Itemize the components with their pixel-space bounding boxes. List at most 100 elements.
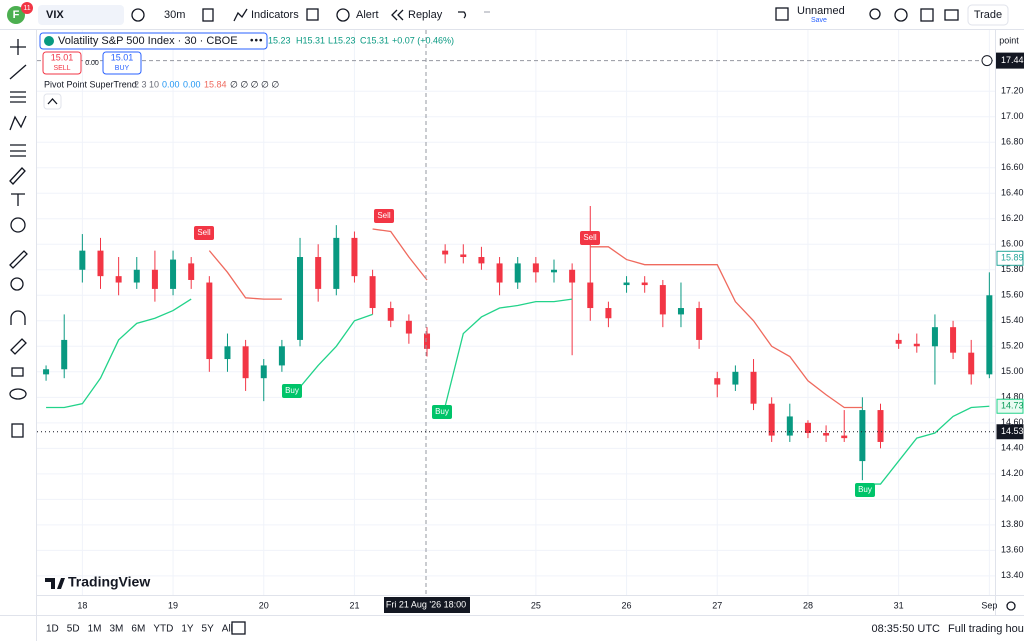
signal-badge: [432, 405, 452, 419]
clock: 08:35:50 UTC: [872, 623, 941, 635]
icon-tool[interactable]: [10, 217, 26, 233]
date-range-icon[interactable]: [231, 621, 246, 635]
layout-name[interactable]: Unnamed: [797, 5, 845, 17]
range-button[interactable]: All: [222, 624, 233, 635]
trade-button[interactable]: [967, 4, 1009, 26]
crosshair-price-box: [996, 52, 1024, 69]
candle-body: [750, 371, 757, 404]
x-tick-label: 26: [622, 600, 632, 610]
range-button[interactable]: 1M: [88, 624, 102, 635]
sell-button[interactable]: [42, 51, 82, 75]
replay-button[interactable]: Replay: [408, 9, 443, 21]
range-button[interactable]: 5D: [67, 624, 80, 635]
range-button[interactable]: 6M: [131, 624, 145, 635]
pattern-tool[interactable]: [9, 115, 27, 131]
settings-icon[interactable]: [894, 8, 908, 22]
x-tick-label: 25: [531, 600, 541, 610]
visibility-tool[interactable]: [9, 388, 27, 400]
crosshair-tool[interactable]: [10, 39, 26, 55]
buy-label: BUY: [115, 65, 130, 72]
forecast-tool[interactable]: [10, 144, 26, 157]
price-marker: [996, 398, 1024, 414]
measure-tool[interactable]: [9, 250, 28, 269]
candle-body: [986, 295, 993, 375]
undo-button[interactable]: [458, 11, 467, 19]
layout-checkbox[interactable]: [775, 7, 789, 21]
avatar-letter: F: [13, 9, 20, 21]
candle-body: [170, 259, 177, 289]
plot: 13.40 13.60 13.80 14.00 14.20 14.40 14.60 14.80…: [37, 30, 1024, 595]
y-tick-label: 14.00: [1001, 494, 1024, 504]
signal-label: Sell: [377, 211, 391, 220]
scale-mode[interactable]: point: [999, 35, 1019, 45]
snapshot-icon[interactable]: [944, 9, 959, 21]
candle-body: [732, 371, 739, 385]
symbol: VIX: [46, 9, 64, 21]
candle-body: [895, 339, 902, 344]
sell-price: 15.01: [51, 52, 74, 62]
range-button[interactable]: 1Y: [181, 624, 194, 635]
candle-body: [260, 365, 267, 379]
candle-body: [115, 276, 122, 283]
candle-body: [913, 343, 920, 347]
candle-body: [387, 308, 394, 321]
y-tick-label: 15.20: [1001, 341, 1024, 351]
range-button[interactable]: YTD: [153, 624, 173, 635]
session[interactable]: Full trading hours: [948, 623, 1024, 635]
add-symbol-icon[interactable]: [131, 8, 145, 22]
legend-low: L15.23: [328, 35, 356, 45]
symbol-search[interactable]: [38, 5, 124, 25]
y-tick-label: 14.40: [1001, 443, 1024, 453]
text-tool[interactable]: [11, 193, 25, 206]
crosshair-add: [981, 55, 993, 67]
x-tick-label: 27: [712, 600, 722, 610]
lock-tool[interactable]: [11, 367, 24, 377]
range-button[interactable]: 3M: [110, 624, 124, 635]
legend-more[interactable]: •••: [250, 36, 264, 47]
candle-body: [804, 422, 811, 434]
signal-label: Sell: [583, 233, 597, 242]
candle-body: [641, 282, 648, 286]
avatar[interactable]: [7, 6, 25, 24]
y-tick-label: 17.00: [1001, 111, 1024, 121]
chart-type-icon[interactable]: [202, 8, 214, 22]
magnet-tool[interactable]: [10, 310, 26, 325]
range-button[interactable]: 5Y: [202, 624, 215, 635]
candle-body: [659, 285, 666, 315]
layouts-icon[interactable]: [306, 8, 319, 21]
range-button[interactable]: 1D: [46, 624, 59, 635]
candle-body: [550, 269, 557, 273]
candle-body: [605, 308, 612, 319]
trend-line-tool[interactable]: [9, 64, 27, 80]
candle-body: [297, 257, 304, 340]
brush-tool[interactable]: [9, 167, 26, 185]
fib-tool[interactable]: [10, 91, 26, 103]
alert-button[interactable]: Alert: [356, 9, 379, 21]
zoom-tool[interactable]: [10, 277, 24, 291]
buy-button[interactable]: [102, 51, 142, 75]
search-icon[interactable]: [869, 8, 881, 20]
candle-body: [278, 346, 285, 366]
delete-tool[interactable]: [11, 423, 24, 438]
legend-open: 15.23: [268, 35, 291, 45]
save-label[interactable]: Save: [811, 17, 827, 24]
y-tick-label: 16.60: [1001, 162, 1024, 172]
legend-title-box[interactable]: [39, 32, 268, 50]
candle-body: [714, 378, 721, 385]
notification-count: 11: [23, 5, 30, 12]
candle-body: [133, 269, 140, 283]
indicators-button[interactable]: Indicators: [251, 9, 299, 21]
fullscreen-icon[interactable]: [920, 8, 934, 22]
candle-body: [43, 369, 50, 375]
candle-body: [224, 346, 231, 360]
y-tick-label: 15.60: [1001, 290, 1024, 300]
candle-body: [242, 346, 249, 379]
y-tick-label: 17.20: [1001, 86, 1024, 96]
time-scale-settings[interactable]: [1006, 601, 1016, 611]
collapse-legend[interactable]: [43, 93, 62, 110]
legend-close: C15.31: [360, 35, 389, 45]
drawing-mode-tool[interactable]: [10, 338, 27, 355]
signal-label: Buy: [435, 407, 449, 416]
interval[interactable]: 30m: [164, 9, 185, 21]
candle-body: [424, 333, 431, 349]
